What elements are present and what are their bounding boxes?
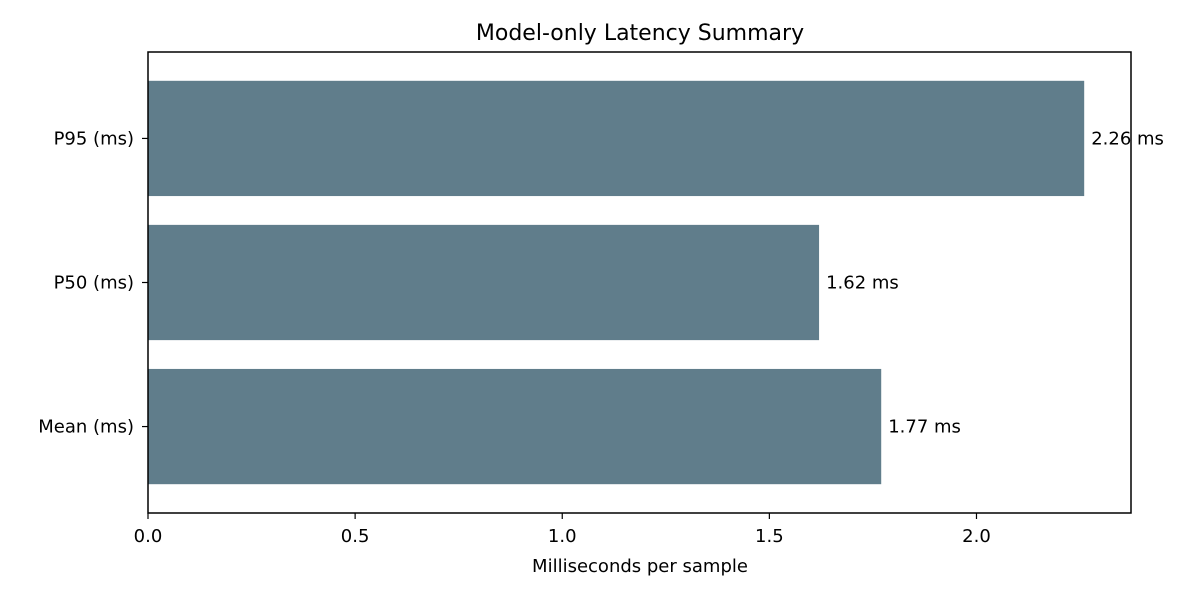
bar-mean-ms — [148, 368, 882, 485]
bars-group — [148, 80, 1085, 485]
data-label-p95-ms: 2.26 ms — [1091, 128, 1164, 149]
bar-p50-ms — [148, 224, 820, 341]
bar-p95-ms — [148, 80, 1085, 197]
chart-title: Model-only Latency Summary — [476, 21, 804, 46]
data-labels-group: 1.77 ms 1.62 ms 2.26 ms — [826, 128, 1164, 437]
x-tick-label: 2.0 — [962, 526, 991, 547]
data-label-mean-ms: 1.77 ms — [888, 417, 961, 438]
x-axis-label: Milliseconds per sample — [532, 556, 748, 577]
y-tick-label: Mean (ms) — [38, 417, 134, 438]
plot-frame — [147, 51, 1132, 514]
ticks-group: Mean (ms) P50 (ms) P95 (ms) 0.0 0.5 1.0 1.5 2.0 — [38, 128, 991, 547]
x-tick-label: 1.0 — [548, 526, 577, 547]
y-tick-label: P50 (ms) — [54, 273, 134, 294]
x-tick-label: 0.0 — [134, 526, 163, 547]
data-label-p50-ms: 1.62 ms — [826, 273, 899, 294]
x-tick-label: 1.5 — [755, 526, 784, 547]
x-tick-label: 0.5 — [341, 526, 370, 547]
y-tick-label: P95 (ms) — [54, 128, 134, 149]
